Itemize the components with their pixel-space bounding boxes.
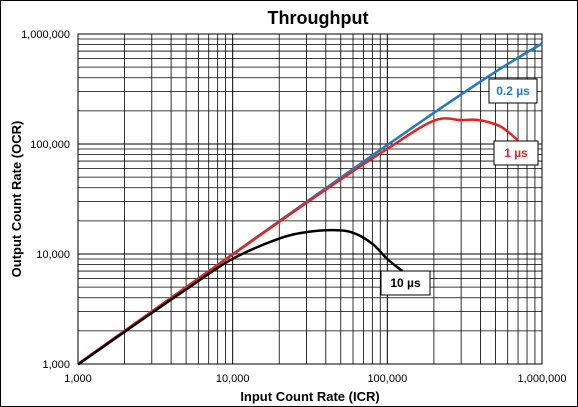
series-label-box — [488, 78, 538, 104]
y-tick-label: 100,000 — [30, 139, 70, 151]
series-labels: 0.2 µs 1 µs 10 µs — [380, 78, 539, 296]
series-layer — [77, 42, 543, 366]
x-tick-label: 1,000 — [64, 373, 92, 385]
series-line-3 — [77, 228, 404, 366]
x-tick-label: 10,000 — [216, 373, 250, 385]
series-line-2 — [77, 117, 519, 366]
series-label: 10 µs — [390, 276, 421, 290]
series-label: 0.2 µs — [496, 84, 530, 98]
y-axis-title: Output Count Rate (OCR) — [9, 121, 24, 278]
series-label-box — [493, 140, 539, 166]
chart-title: Throughput — [268, 8, 369, 28]
x-tick-label: 100,000 — [367, 373, 407, 385]
y-tick-label: 1,000,000 — [21, 29, 70, 41]
x-tick-label: 1,000,000 — [518, 373, 567, 385]
series-label: 1 µs — [504, 146, 528, 160]
x-axis-title: Input Count Rate (ICR) — [240, 389, 379, 404]
tick-labels: 1,000 10,000 100,000 1,000,000 1,000 10,000 10… — [21, 29, 566, 385]
series-label-box — [380, 270, 431, 296]
y-tick-label: 10,000 — [36, 249, 70, 261]
y-tick-label: 1,000 — [42, 359, 70, 371]
plot-border — [77, 33, 543, 365]
